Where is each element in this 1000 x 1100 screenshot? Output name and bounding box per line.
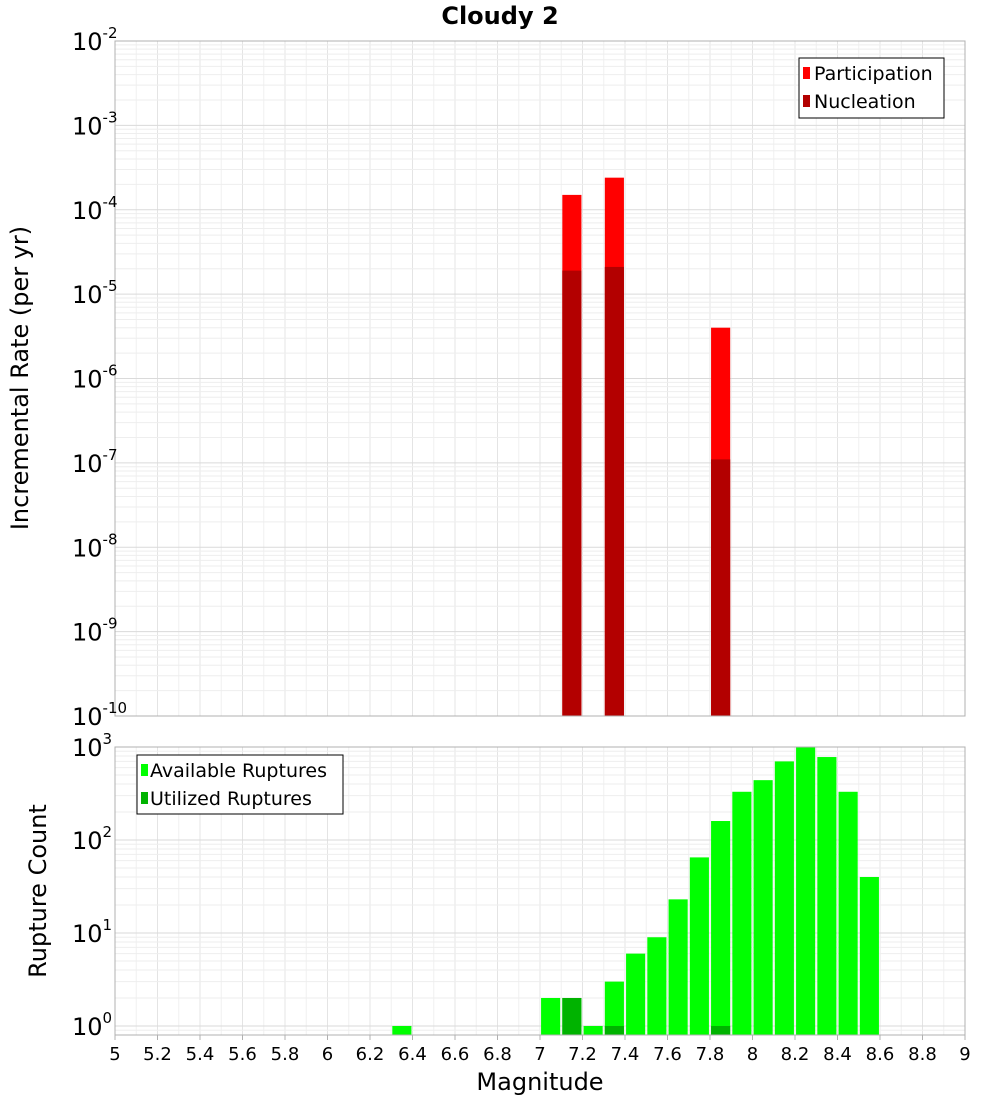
bottom-bar-series1 — [583, 1025, 603, 1035]
y-tick-label: 103 — [72, 730, 112, 762]
bottom-bar-series1 — [711, 821, 731, 1035]
top-bar-series2 — [711, 459, 731, 716]
top-plot-frame — [114, 40, 966, 717]
legend-label-nucleation: Nucleation — [814, 91, 916, 113]
top-y-axis-label: Incremental Rate (per yr) — [6, 226, 34, 530]
bottom-bar-series2 — [604, 1025, 624, 1035]
participation-nucleation-chart: Cloudy 2 Incremental Rate (per yr) 10-10… — [6, 2, 966, 731]
bottom-bar-series1 — [689, 857, 709, 1035]
y-tick-label: 102 — [72, 823, 112, 855]
y-tick-label: 10-4 — [72, 193, 118, 225]
x-tick-label: 7.2 — [568, 1044, 597, 1065]
y-tick-label: 10-2 — [72, 24, 118, 56]
chart-title: Cloudy 2 — [441, 2, 558, 30]
x-tick-label: 6 — [322, 1044, 333, 1065]
y-tick-label: 10-7 — [72, 446, 118, 478]
bottom-bar-series1 — [796, 747, 816, 1035]
top-grid — [114, 40, 966, 717]
x-tick-label: 7.4 — [611, 1044, 640, 1065]
legend-swatch-nucleation — [803, 95, 810, 107]
bottom-bar-series1 — [604, 981, 624, 1035]
bottom-legend: Available Ruptures Utilized Ruptures — [136, 754, 344, 815]
x-tick-label: 8.8 — [908, 1044, 937, 1065]
bottom-bar-series1 — [626, 953, 646, 1035]
bottom-bar-series1 — [753, 780, 773, 1035]
legend-label-participation: Participation — [814, 63, 933, 85]
x-tick-label: 5.4 — [186, 1044, 215, 1065]
x-tick-label: 8.2 — [781, 1044, 810, 1065]
x-tick-label: 5.2 — [143, 1044, 172, 1065]
bottom-y-axis-label: Rupture Count — [24, 804, 52, 978]
bottom-bar-series2 — [562, 997, 582, 1035]
y-tick-label: 10-10 — [72, 699, 127, 731]
bottom-legend-box — [136, 754, 344, 815]
x-tick-label: 6.2 — [356, 1044, 385, 1065]
top-legend: Participation Nucleation — [798, 57, 945, 119]
x-ticks: 5 5.2 5.4 5.6 5.8 6 6.2 6.4 6.6 6.8 7 7.2 7.4 7.6 7.8 8… — [109, 1035, 971, 1065]
x-tick-label: 5.8 — [271, 1044, 300, 1065]
bottom-bar-series2 — [711, 1025, 731, 1035]
legend-label-utilized: Utilized Ruptures — [150, 788, 312, 810]
x-axis-label: Magnitude — [476, 1068, 603, 1096]
y-tick-label: 10-8 — [72, 530, 118, 562]
bottom-bars — [392, 747, 879, 1035]
x-tick-label: 5 — [109, 1044, 120, 1065]
x-tick-label: 9 — [959, 1044, 970, 1065]
rupture-count-chart: Rupture Count 100 101 102 103 5 5.2 5.4 5.6 5.8… — [24, 730, 971, 1096]
bottom-bar-series1 — [732, 791, 752, 1035]
bottom-bar-series1 — [859, 877, 879, 1035]
y-tick-label: 101 — [72, 916, 112, 948]
x-tick-label: 7.6 — [653, 1044, 682, 1065]
x-tick-label: 7 — [534, 1044, 545, 1065]
top-bar-series2 — [562, 270, 582, 716]
y-tick-label: 10-9 — [72, 615, 118, 647]
bottom-bar-series1 — [774, 761, 794, 1035]
x-tick-label: 6.8 — [483, 1044, 512, 1065]
y-tick-label: 10-3 — [72, 108, 118, 140]
bottom-bar-series1 — [392, 1025, 412, 1035]
legend-swatch-utilized — [141, 792, 148, 804]
bottom-bar-series1 — [817, 757, 837, 1035]
bottom-bar-series1 — [541, 997, 561, 1035]
top-legend-box — [798, 57, 945, 119]
y-tick-label: 10-5 — [72, 277, 118, 309]
x-tick-label: 6.4 — [398, 1044, 427, 1065]
bottom-y-ticks: 100 101 102 103 — [72, 730, 112, 1041]
x-tick-label: 5.6 — [228, 1044, 257, 1065]
x-tick-label: 8 — [747, 1044, 758, 1065]
top-bars — [562, 177, 731, 716]
top-bar-series2 — [604, 266, 624, 716]
legend-swatch-participation — [803, 67, 810, 79]
top-y-ticks: 10-10 10-9 10-8 10-7 10-6 10-5 10-4 10-3 10-2 — [72, 24, 127, 731]
bottom-bar-series1 — [647, 937, 667, 1035]
x-tick-label: 8.4 — [823, 1044, 852, 1065]
bottom-bar-series1 — [838, 791, 858, 1035]
x-tick-label: 6.6 — [441, 1044, 470, 1065]
x-tick-label: 7.8 — [696, 1044, 725, 1065]
y-tick-label: 10-6 — [72, 362, 118, 394]
x-tick-label: 8.6 — [866, 1044, 895, 1065]
legend-swatch-available — [141, 764, 148, 776]
bottom-bar-series1 — [668, 899, 688, 1035]
y-tick-label: 100 — [72, 1009, 112, 1041]
legend-label-available: Available Ruptures — [150, 760, 327, 782]
